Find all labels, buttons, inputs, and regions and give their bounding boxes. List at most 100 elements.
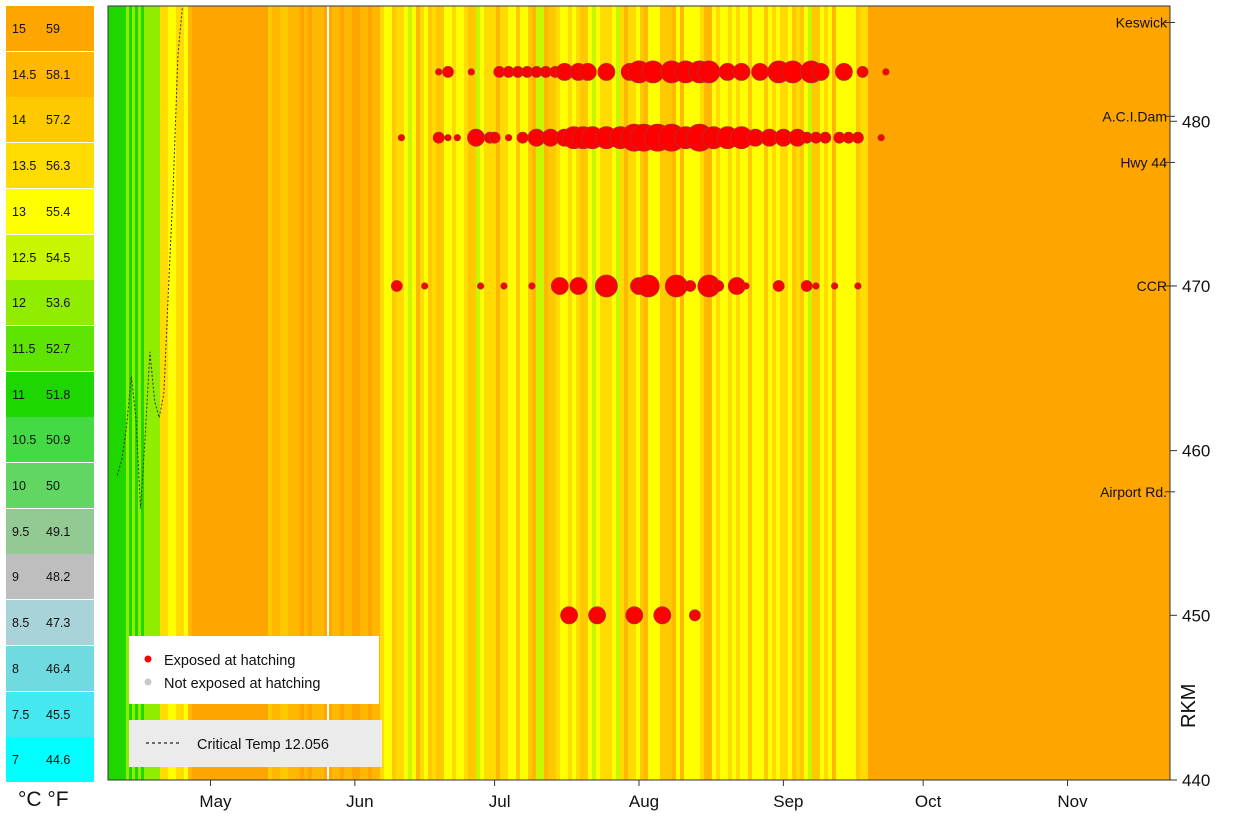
exposed-point xyxy=(597,63,616,81)
heat-column xyxy=(320,6,324,780)
heat-column xyxy=(476,6,480,780)
heat-column xyxy=(228,6,232,780)
heat-column xyxy=(416,6,420,780)
heat-column xyxy=(716,6,720,780)
heat-column xyxy=(196,6,200,780)
temperature-swatch: 11.5 52.7 xyxy=(6,325,94,371)
heat-column xyxy=(608,6,612,780)
heat-column xyxy=(816,6,820,780)
exposed-point xyxy=(684,280,697,292)
heat-column xyxy=(784,6,788,780)
heat-column xyxy=(820,6,824,780)
heat-column xyxy=(696,6,700,780)
heat-column xyxy=(160,6,164,780)
temperature-swatch: 14.5 58.1 xyxy=(6,51,94,97)
exposed-point xyxy=(852,131,864,144)
heat-column xyxy=(272,6,276,780)
heat-column xyxy=(388,6,392,780)
heat-column xyxy=(612,6,616,780)
exposed-point xyxy=(421,282,429,290)
exposed-point xyxy=(595,274,618,298)
critical-temp-legend-label: Critical Temp 12.056 xyxy=(197,737,329,753)
heat-column xyxy=(376,6,380,780)
exposed-point xyxy=(397,134,405,142)
heat-column xyxy=(412,6,416,780)
y-tick-label: 460 xyxy=(1182,442,1210,461)
exposed-point xyxy=(819,131,832,144)
heat-column xyxy=(204,6,208,780)
heat-column xyxy=(836,6,840,780)
heat-column xyxy=(676,6,680,780)
heat-column xyxy=(460,6,464,780)
heat-column xyxy=(592,6,596,780)
swatch-celsius: 13 xyxy=(12,204,26,219)
swatch-celsius: 13.5 xyxy=(12,159,37,174)
exposed-point xyxy=(664,274,688,298)
heat-column xyxy=(340,6,344,780)
heat-column xyxy=(804,6,808,780)
y-tick-label: 470 xyxy=(1182,277,1210,296)
heat-column xyxy=(436,6,440,780)
temperature-swatch: 9.5 49.1 xyxy=(6,508,94,554)
heat-column xyxy=(788,6,792,780)
exposed-points xyxy=(390,60,890,625)
heat-column xyxy=(147,6,150,780)
heat-column xyxy=(464,6,468,780)
heat-column xyxy=(324,6,328,780)
swatch-fahrenheit: 46.4 xyxy=(46,661,71,676)
exposed-point xyxy=(588,606,606,625)
heat-column xyxy=(244,6,248,780)
exposed-point xyxy=(476,282,485,290)
exposed-point xyxy=(625,606,644,625)
heat-column xyxy=(232,6,236,780)
swatch-celsius: 12.5 xyxy=(12,250,37,265)
heat-column xyxy=(108,6,111,780)
heat-column xyxy=(328,6,332,780)
heat-column xyxy=(648,6,652,780)
exposed-point xyxy=(856,66,869,78)
heat-column xyxy=(732,6,736,780)
swatch-celsius: 7 xyxy=(12,753,19,768)
swatch-fahrenheit: 53.6 xyxy=(46,296,71,311)
heat-column xyxy=(432,6,436,780)
heat-column xyxy=(620,6,624,780)
heat-column xyxy=(480,6,484,780)
heat-column xyxy=(312,6,316,780)
heat-column xyxy=(688,6,692,780)
critical-temp-line xyxy=(116,6,183,509)
swatch-celsius: 10.5 xyxy=(12,433,37,448)
site-label: CCR xyxy=(1137,278,1167,294)
heat-column xyxy=(632,6,636,780)
heat-column xyxy=(812,6,816,780)
heat-column xyxy=(556,6,560,780)
heat-column xyxy=(808,6,812,780)
swatch-fahrenheit: 55.4 xyxy=(46,204,71,219)
heat-column xyxy=(572,6,576,780)
heat-column xyxy=(392,6,396,780)
heat-column xyxy=(316,6,320,780)
exposed-point xyxy=(712,280,725,292)
x-tick-label: Jun xyxy=(346,792,373,811)
legend-box xyxy=(129,636,379,704)
heat-column xyxy=(276,6,280,780)
heat-column xyxy=(153,6,156,780)
exposed-point xyxy=(550,277,569,295)
exposed-point xyxy=(390,280,403,292)
heat-column xyxy=(252,6,256,780)
heat-column xyxy=(792,6,796,780)
heat-column xyxy=(428,6,432,780)
heat-column xyxy=(528,6,532,780)
heat-column xyxy=(640,6,644,780)
exposed-point xyxy=(772,280,785,292)
y-tick-label: 450 xyxy=(1182,606,1210,625)
x-tick-label: May xyxy=(199,792,232,811)
heat-column xyxy=(300,6,304,780)
legend-not-exposed-label: Not exposed at hatching xyxy=(164,676,320,692)
swatch-fahrenheit: 54.5 xyxy=(46,250,71,265)
heat-column xyxy=(748,6,752,780)
exposed-point xyxy=(882,68,890,76)
heat-column xyxy=(652,6,656,780)
heat-column xyxy=(224,6,228,780)
temperature-swatch: 10 50 xyxy=(6,463,94,508)
heat-column xyxy=(135,6,138,780)
